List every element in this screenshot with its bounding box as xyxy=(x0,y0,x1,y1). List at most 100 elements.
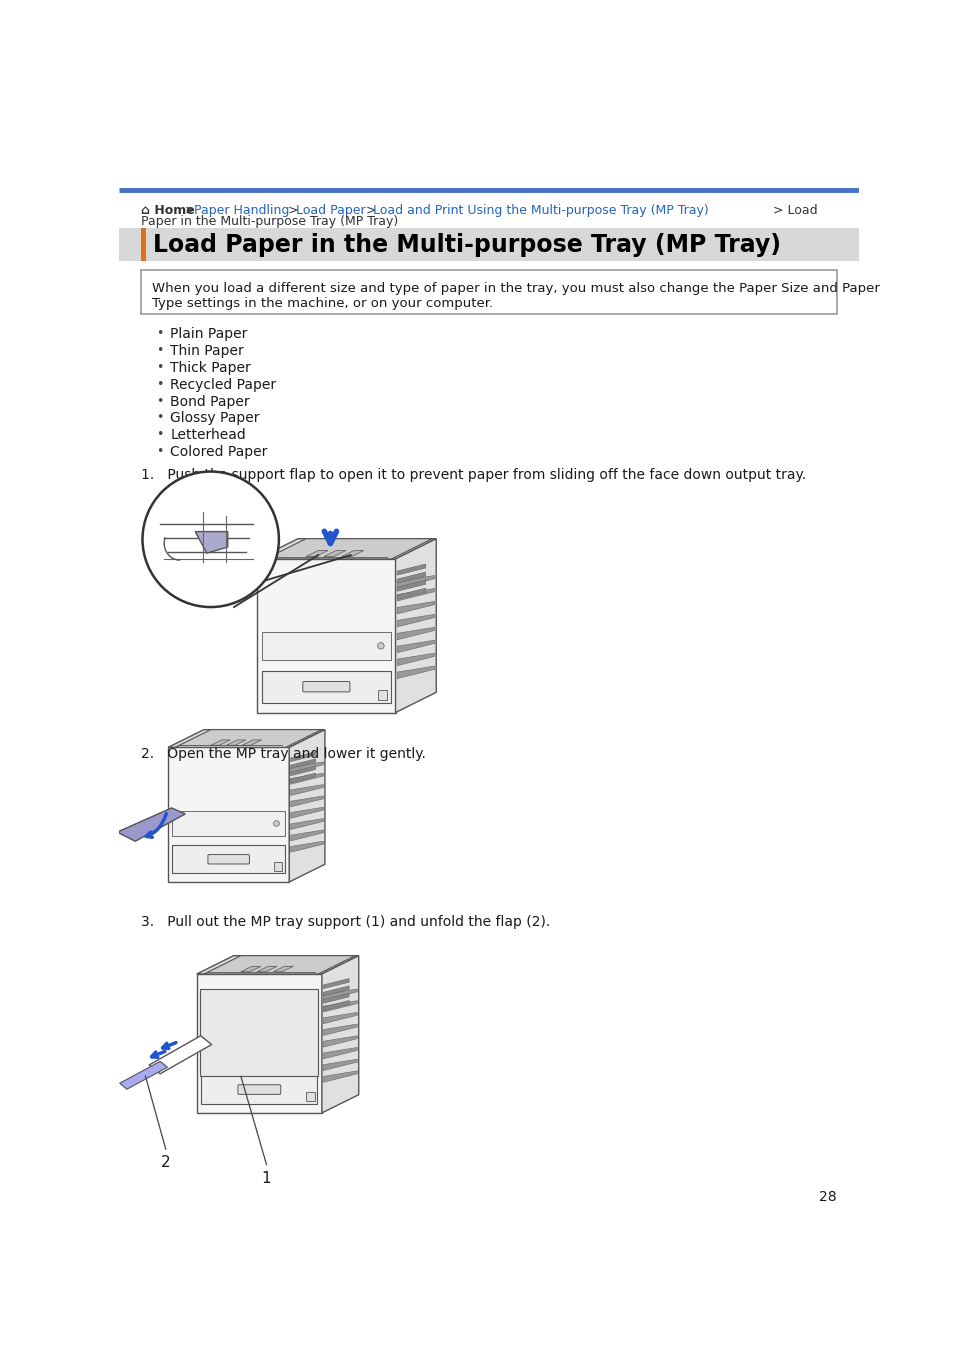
FancyBboxPatch shape xyxy=(208,855,249,864)
Text: •: • xyxy=(155,360,163,374)
Polygon shape xyxy=(200,988,318,1076)
Bar xyxy=(141,270,836,315)
Polygon shape xyxy=(117,807,185,841)
Polygon shape xyxy=(341,551,363,556)
Polygon shape xyxy=(396,614,435,626)
Polygon shape xyxy=(291,784,323,795)
Circle shape xyxy=(377,643,384,649)
Text: Colored Paper: Colored Paper xyxy=(171,446,268,459)
Polygon shape xyxy=(396,575,435,589)
Text: Glossy Paper: Glossy Paper xyxy=(171,412,259,425)
Polygon shape xyxy=(323,979,349,988)
Text: Paper in the Multi-purpose Tray (MP Tray): Paper in the Multi-purpose Tray (MP Tray… xyxy=(141,215,397,228)
Polygon shape xyxy=(396,589,425,599)
Polygon shape xyxy=(257,559,395,713)
Polygon shape xyxy=(291,752,315,761)
Polygon shape xyxy=(273,967,293,972)
Polygon shape xyxy=(291,759,315,768)
Polygon shape xyxy=(323,994,349,1003)
Bar xyxy=(377,690,387,699)
Text: Recycled Paper: Recycled Paper xyxy=(171,378,276,392)
Polygon shape xyxy=(396,628,435,640)
Text: Paper Handling: Paper Handling xyxy=(193,204,289,216)
Text: >: > xyxy=(283,204,302,216)
Polygon shape xyxy=(291,774,315,783)
Bar xyxy=(172,811,285,836)
Text: When you load a different size and type of paper in the tray, you must also chan: When you load a different size and type … xyxy=(152,282,879,296)
Polygon shape xyxy=(306,551,328,556)
Text: •: • xyxy=(155,378,163,390)
Polygon shape xyxy=(196,973,321,1112)
Polygon shape xyxy=(175,729,321,748)
Polygon shape xyxy=(241,967,260,972)
Polygon shape xyxy=(323,1060,356,1071)
Polygon shape xyxy=(204,956,355,973)
Polygon shape xyxy=(226,740,246,745)
Text: Load Paper: Load Paper xyxy=(295,204,365,216)
Polygon shape xyxy=(396,653,435,666)
Text: ⌂ Home: ⌂ Home xyxy=(141,204,194,216)
Text: •: • xyxy=(155,412,163,424)
Text: Letterhead: Letterhead xyxy=(171,428,246,443)
Polygon shape xyxy=(168,748,289,882)
Polygon shape xyxy=(291,796,323,807)
Circle shape xyxy=(142,471,278,608)
Polygon shape xyxy=(257,967,276,972)
Text: 1: 1 xyxy=(261,1170,271,1185)
Bar xyxy=(305,1092,314,1102)
Text: Thin Paper: Thin Paper xyxy=(171,344,244,358)
Text: •: • xyxy=(155,344,163,356)
Bar xyxy=(201,1075,317,1104)
Polygon shape xyxy=(257,539,436,559)
Polygon shape xyxy=(291,818,323,829)
Text: >: > xyxy=(181,204,199,216)
Bar xyxy=(274,863,282,871)
Polygon shape xyxy=(396,640,435,652)
Bar xyxy=(119,228,858,261)
Polygon shape xyxy=(291,774,323,784)
Polygon shape xyxy=(323,1000,349,1011)
Text: •: • xyxy=(155,446,163,459)
Polygon shape xyxy=(323,1048,356,1058)
Text: Type settings in the machine, or on your computer.: Type settings in the machine, or on your… xyxy=(152,297,493,309)
Bar xyxy=(262,632,390,660)
Circle shape xyxy=(274,821,279,826)
Polygon shape xyxy=(291,830,323,841)
Polygon shape xyxy=(291,765,315,776)
Polygon shape xyxy=(291,807,323,818)
Circle shape xyxy=(305,1050,312,1056)
Text: 2.   Open the MP tray and lower it gently.: 2. Open the MP tray and lower it gently. xyxy=(141,747,425,761)
Polygon shape xyxy=(395,539,436,713)
Polygon shape xyxy=(324,551,346,556)
Polygon shape xyxy=(211,740,230,745)
Polygon shape xyxy=(323,1035,356,1048)
Text: Thick Paper: Thick Paper xyxy=(171,360,251,375)
Polygon shape xyxy=(323,1025,356,1035)
FancyBboxPatch shape xyxy=(302,682,350,693)
Text: •: • xyxy=(155,428,163,441)
Polygon shape xyxy=(396,601,435,614)
Polygon shape xyxy=(396,580,425,591)
Text: 3.   Pull out the MP tray support (1) and unfold the flap (2).: 3. Pull out the MP tray support (1) and … xyxy=(141,915,550,929)
Polygon shape xyxy=(396,589,435,601)
Polygon shape xyxy=(196,956,358,973)
Bar xyxy=(262,671,390,703)
Text: 2: 2 xyxy=(161,1156,171,1170)
Polygon shape xyxy=(168,729,325,748)
Polygon shape xyxy=(291,761,323,772)
Text: > Load: > Load xyxy=(768,204,817,216)
Polygon shape xyxy=(396,666,435,679)
Text: •: • xyxy=(155,394,163,408)
Text: 28: 28 xyxy=(819,1189,836,1204)
Polygon shape xyxy=(323,986,349,996)
Polygon shape xyxy=(289,729,325,882)
Polygon shape xyxy=(323,1000,356,1012)
Polygon shape xyxy=(149,1035,212,1073)
Polygon shape xyxy=(321,956,358,1112)
Text: •: • xyxy=(155,327,163,340)
Polygon shape xyxy=(323,990,356,1000)
Polygon shape xyxy=(396,572,425,583)
Text: Load Paper in the Multi-purpose Tray (MP Tray): Load Paper in the Multi-purpose Tray (MP… xyxy=(153,234,781,256)
Text: >: > xyxy=(361,204,380,216)
Bar xyxy=(141,228,146,261)
